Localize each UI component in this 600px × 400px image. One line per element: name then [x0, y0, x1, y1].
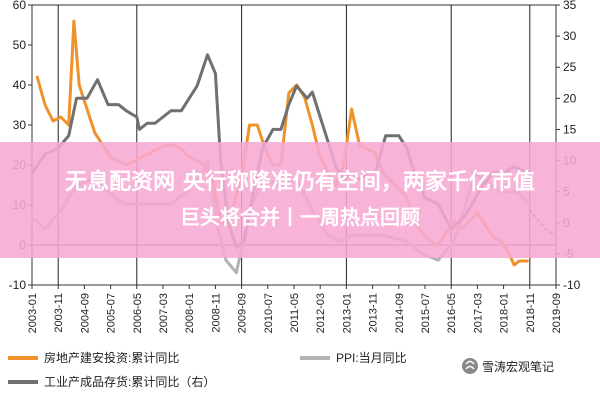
x-tick-label: 2013-01: [341, 293, 353, 333]
left-tick-label: 30: [13, 118, 27, 132]
left-tick-label: 40: [13, 78, 27, 92]
left-tick-label: -10: [9, 278, 27, 292]
x-tick-label: 2018-11: [525, 293, 537, 333]
watermark-icon-mark: [465, 360, 475, 370]
banner-background: [0, 142, 600, 258]
x-tick-label: 2015-07: [420, 293, 432, 333]
x-tick-label: 2007-03: [158, 293, 170, 333]
x-tick-label: 2019-09: [551, 293, 563, 333]
x-tick-label: 2013-11: [368, 293, 380, 333]
right-tick-label: 35: [563, 0, 577, 12]
x-tick-label: 2016-05: [446, 293, 458, 333]
legend-label-1: PPI:当月同比: [336, 351, 407, 365]
right-tick-label: 15: [563, 122, 577, 136]
right-tick-label: -10: [563, 278, 581, 292]
x-tick-label: 2003-01: [27, 293, 39, 333]
legend-label-0: 房地产建安投资:累计同比: [44, 350, 179, 365]
left-tick-label: 60: [13, 0, 27, 12]
x-tick-label: 2011-05: [289, 293, 301, 333]
right-tick-label: 25: [563, 60, 577, 74]
x-tick-label: 2010-07: [263, 293, 275, 333]
x-tick-label: 2004-09: [79, 293, 91, 333]
headline-banner: 无息配资网 央行称降准仍有空间，两家千亿市值 巨头将合并丨一周热点回顾: [0, 142, 600, 258]
x-tick-label: 2014-09: [394, 293, 406, 333]
right-tick-label: 20: [563, 91, 577, 105]
x-tick-label: 2003-11: [53, 293, 65, 333]
x-tick-label: 2008-11: [210, 293, 222, 333]
left-tick-label: 50: [13, 38, 27, 52]
x-tick-label: 2005-07: [106, 293, 118, 333]
watermark: 雪涛宏观笔记: [462, 358, 554, 374]
watermark-text: 雪涛宏观笔记: [482, 359, 554, 374]
x-tick-label: 2017-03: [472, 293, 484, 333]
x-tick-label: 2008-01: [184, 293, 196, 333]
right-tick-label: 30: [563, 29, 577, 43]
banner-headline-line1[interactable]: 无息配资网 央行称降准仍有空间，两家千亿市值: [65, 169, 535, 195]
x-tick-label: 2018-01: [499, 293, 511, 333]
legend-label-2: 工业产成品存货:累计同比（右）: [44, 374, 215, 389]
x-tick-label: 2012-03: [315, 293, 327, 333]
x-tick-label: 2009-09: [237, 293, 249, 333]
banner-headline-line2[interactable]: 巨头将合并丨一周热点回顾: [180, 205, 420, 229]
x-tick-label: 2006-05: [132, 293, 144, 333]
